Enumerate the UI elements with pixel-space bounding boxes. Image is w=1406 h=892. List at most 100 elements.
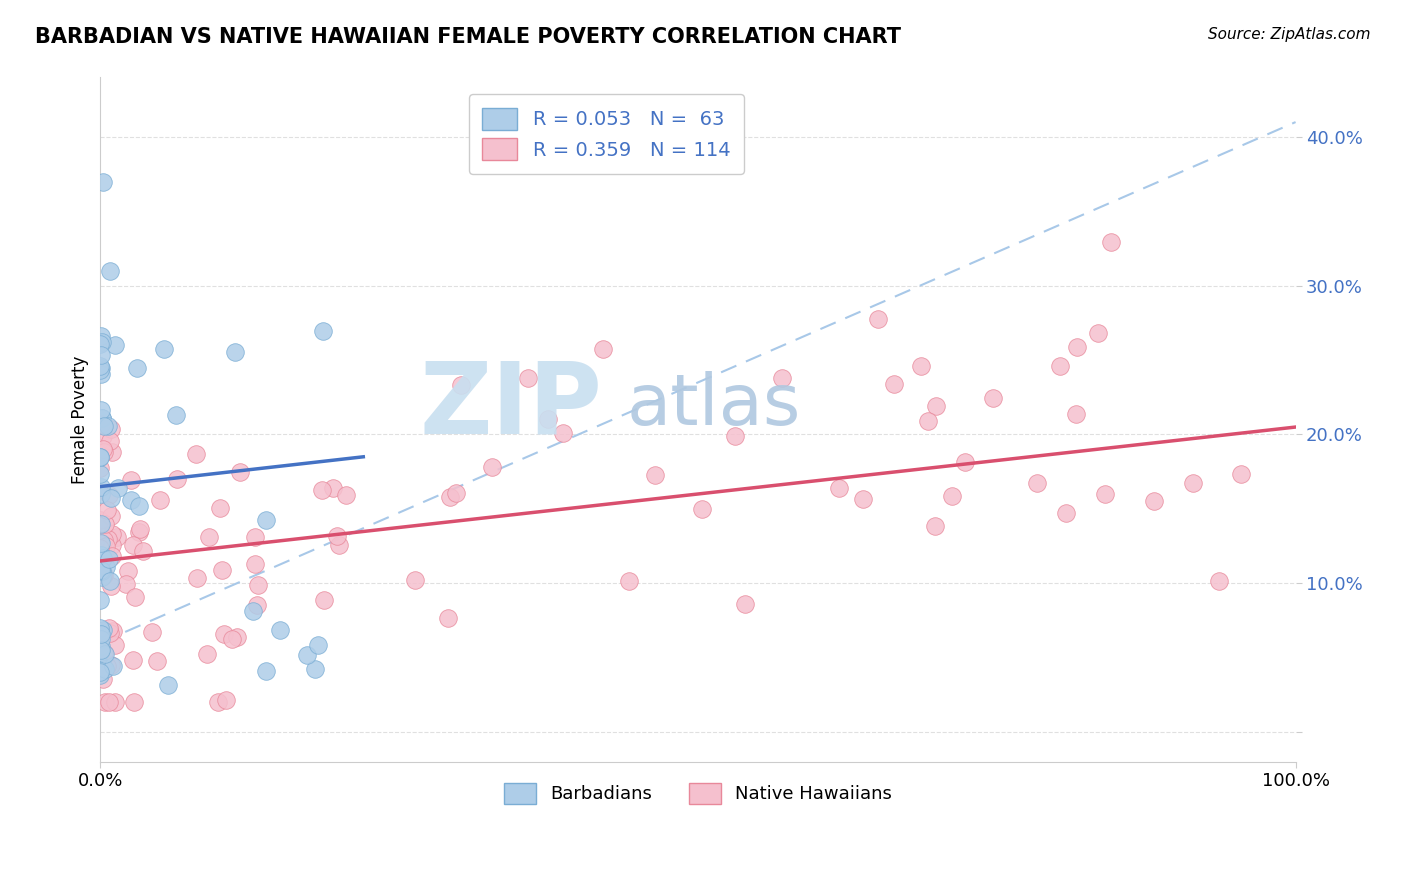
Point bbox=[307, 638, 329, 652]
Point bbox=[246, 578, 269, 592]
Point bbox=[128, 499, 150, 513]
Point bbox=[107, 482, 129, 496]
Legend: Barbadians, Native Hawaiians: Barbadians, Native Hawaiians bbox=[492, 772, 903, 814]
Point bbox=[1054, 506, 1077, 520]
Point bbox=[866, 311, 889, 326]
Point bbox=[242, 604, 264, 618]
Point bbox=[141, 625, 163, 640]
Point bbox=[117, 564, 139, 578]
Point bbox=[153, 342, 176, 356]
Point bbox=[166, 472, 188, 486]
Point bbox=[89, 359, 111, 374]
Point bbox=[644, 467, 666, 482]
Point bbox=[953, 455, 976, 469]
Point bbox=[186, 570, 208, 584]
Point bbox=[146, 654, 169, 668]
Point bbox=[269, 623, 291, 637]
Point bbox=[724, 429, 747, 443]
Point bbox=[157, 678, 180, 692]
Point bbox=[90, 486, 112, 500]
Point bbox=[90, 639, 112, 653]
Point bbox=[1049, 359, 1071, 373]
Point bbox=[120, 473, 142, 487]
Point bbox=[90, 535, 112, 549]
Point bbox=[96, 659, 118, 673]
Point bbox=[129, 522, 152, 536]
Point bbox=[91, 175, 114, 189]
Point bbox=[444, 486, 467, 500]
Point bbox=[98, 264, 121, 278]
Point bbox=[91, 429, 114, 443]
Point bbox=[221, 632, 243, 647]
Point bbox=[104, 695, 127, 709]
Point bbox=[97, 552, 120, 566]
Point bbox=[100, 657, 122, 672]
Point bbox=[89, 450, 111, 465]
Point bbox=[1066, 340, 1088, 354]
Point bbox=[910, 359, 932, 373]
Point bbox=[89, 645, 111, 659]
Point bbox=[105, 530, 128, 544]
Point bbox=[89, 665, 111, 679]
Point bbox=[89, 337, 111, 351]
Point bbox=[311, 483, 333, 497]
Point bbox=[93, 695, 115, 709]
Point bbox=[93, 672, 115, 686]
Point bbox=[98, 626, 121, 640]
Point bbox=[214, 627, 236, 641]
Point bbox=[326, 529, 349, 543]
Point bbox=[121, 538, 143, 552]
Point bbox=[122, 695, 145, 709]
Point bbox=[304, 661, 326, 675]
Point bbox=[93, 445, 115, 459]
Point bbox=[228, 465, 250, 479]
Point bbox=[734, 597, 756, 611]
Point bbox=[207, 695, 229, 709]
Point bbox=[224, 345, 246, 359]
Point bbox=[246, 598, 269, 612]
Point bbox=[100, 491, 122, 505]
Point bbox=[97, 695, 120, 709]
Point bbox=[96, 503, 118, 517]
Point bbox=[1099, 235, 1122, 250]
Point bbox=[124, 590, 146, 604]
Point bbox=[100, 422, 122, 436]
Point bbox=[1208, 574, 1230, 589]
Point bbox=[404, 573, 426, 587]
Point bbox=[254, 664, 277, 678]
Point bbox=[91, 411, 114, 425]
Point bbox=[101, 659, 124, 673]
Point bbox=[1230, 467, 1253, 481]
Point bbox=[254, 513, 277, 527]
Point bbox=[883, 376, 905, 391]
Point bbox=[90, 402, 112, 417]
Point bbox=[94, 539, 117, 553]
Point bbox=[90, 480, 112, 494]
Point bbox=[91, 569, 114, 583]
Point bbox=[89, 667, 111, 681]
Point bbox=[90, 548, 112, 562]
Point bbox=[94, 662, 117, 676]
Point bbox=[93, 568, 115, 582]
Text: BARBADIAN VS NATIVE HAWAIIAN FEMALE POVERTY CORRELATION CHART: BARBADIAN VS NATIVE HAWAIIAN FEMALE POVE… bbox=[35, 27, 901, 46]
Point bbox=[90, 348, 112, 362]
Point bbox=[89, 593, 111, 607]
Point bbox=[125, 361, 148, 376]
Point bbox=[941, 489, 963, 503]
Point bbox=[91, 624, 114, 638]
Point bbox=[89, 467, 111, 481]
Point bbox=[97, 418, 120, 433]
Y-axis label: Female Poverty: Female Poverty bbox=[72, 355, 89, 483]
Text: atlas: atlas bbox=[626, 371, 800, 441]
Point bbox=[295, 648, 318, 662]
Point bbox=[312, 593, 335, 607]
Point bbox=[90, 516, 112, 531]
Point bbox=[89, 622, 111, 636]
Point bbox=[100, 509, 122, 524]
Point bbox=[322, 481, 344, 495]
Point bbox=[828, 481, 851, 495]
Point bbox=[93, 517, 115, 532]
Point bbox=[104, 638, 127, 652]
Point bbox=[100, 445, 122, 459]
Point bbox=[101, 527, 124, 541]
